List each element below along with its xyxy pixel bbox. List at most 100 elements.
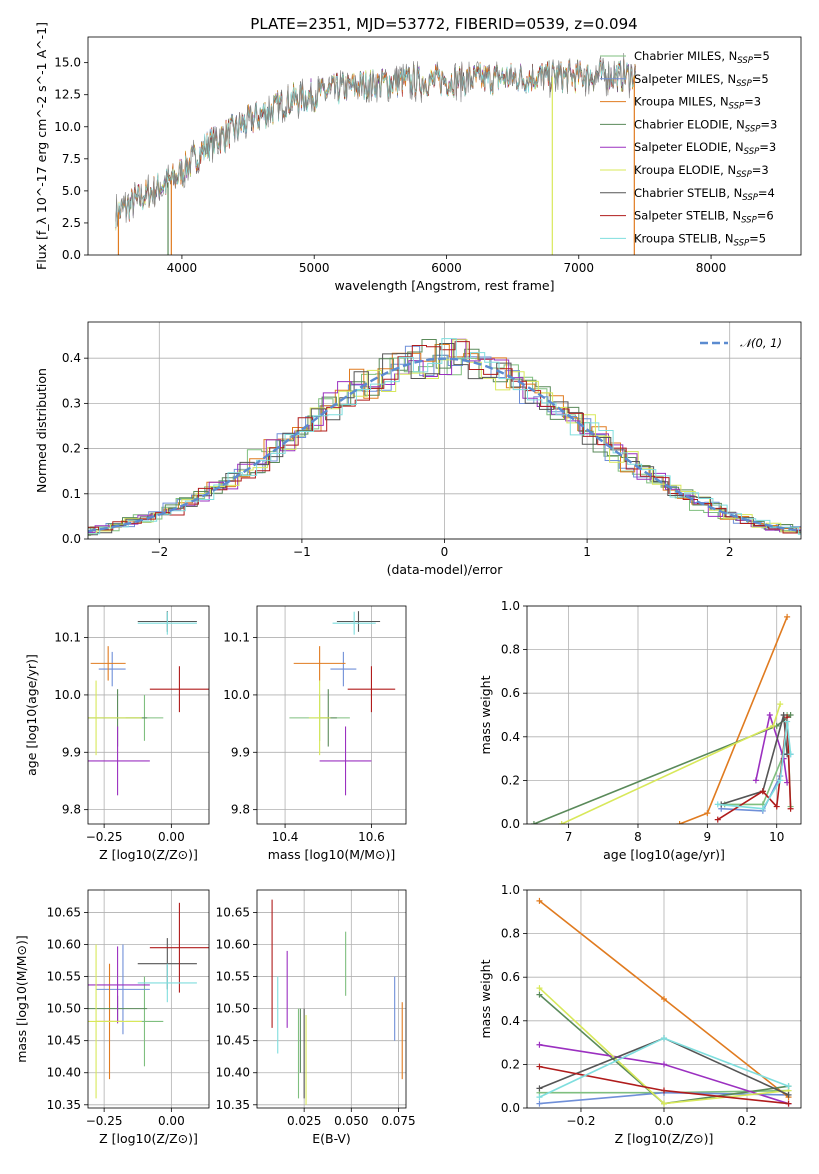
mw-vs-age-marker bbox=[752, 777, 759, 784]
mass-vs-Z-ytick-label: 10.65 bbox=[47, 905, 81, 919]
mw-vs-Z-ytick-label: 0.8 bbox=[501, 927, 520, 941]
spectrum-xlabel: wavelength [Angstrom, rest frame] bbox=[334, 278, 554, 293]
spectrum-xtick-label: 7000 bbox=[563, 261, 594, 275]
mass-vs-Z-series bbox=[88, 902, 209, 1099]
mass-vs-Z-ytick-label: 10.40 bbox=[47, 1066, 81, 1080]
mw-vs-age-line-kroupa-elodie bbox=[561, 703, 781, 824]
age-vs-mass-ytick-label: 10.0 bbox=[223, 688, 250, 702]
mw-vs-age-xtick-label: 7 bbox=[565, 830, 573, 844]
mw-vs-Z-ytick-label: 0.2 bbox=[501, 1057, 520, 1071]
mw-vs-Z-frame bbox=[526, 889, 802, 1109]
mw-vs-Z-marker bbox=[536, 897, 543, 904]
mass-vs-ebv-ytick-label: 10.65 bbox=[216, 905, 250, 919]
mw-vs-Z-marker bbox=[661, 1100, 667, 1107]
spectrum-axes: 4000 5000 6000 7000 8000 0.0 2.5 5.0 7.5 10.0 12.5… bbox=[34, 22, 726, 293]
age-vs-mass-frame bbox=[256, 605, 407, 825]
hist-xtick-label: 2 bbox=[726, 545, 734, 559]
mw-vs-Z-ytick-label: 0.0 bbox=[501, 1101, 520, 1115]
age-vs-Z-xtick-label: 0.00 bbox=[158, 830, 185, 844]
mw-vs-age-marker bbox=[787, 751, 794, 758]
mw-vs-age-marker bbox=[558, 821, 565, 824]
hist-ytick-label: 0.3 bbox=[62, 396, 81, 410]
mw-vs-Z-marker bbox=[536, 1041, 543, 1048]
mw-vs-age-marker bbox=[773, 803, 780, 810]
mw-vs-age-ylabel: mass weight bbox=[478, 675, 493, 754]
mass-vs-Z-xtick-label: 0.00 bbox=[158, 1114, 185, 1128]
mw-vs-age-marker bbox=[714, 816, 721, 823]
spectrum-series bbox=[115, 52, 636, 255]
mw-vs-Z-xtick-label: −0.2 bbox=[566, 1114, 595, 1128]
mw-vs-age-ytick-label: 0.4 bbox=[501, 730, 520, 744]
mw-vs-age-marker bbox=[784, 613, 791, 620]
mw-vs-age-ytick-label: 1.0 bbox=[501, 599, 520, 613]
legend-entry: Kroupa MILES, NSSP=3 bbox=[634, 95, 761, 112]
age-vs-Z-axes: −0.25 0.00 9.8 9.9 10.0 10.1 Z [log10(Z/Z⊙)] ag… bbox=[24, 606, 209, 862]
mw-vs-age-ytick-label: 0.0 bbox=[501, 817, 520, 831]
mw-vs-Z-marker bbox=[536, 1063, 543, 1070]
mw-vs-Z-ytick-label: 1.0 bbox=[501, 883, 520, 897]
age-vs-Z-ylabel: age [log10(age/yr)] bbox=[24, 654, 39, 776]
mw-vs-age-marker bbox=[784, 718, 791, 725]
mass-vs-Z-ytick-label: 10.35 bbox=[47, 1098, 81, 1112]
age-vs-mass-ytick-label: 9.9 bbox=[231, 745, 250, 759]
mass-vs-ebv-ytick-label: 10.50 bbox=[216, 1002, 250, 1016]
mass-vs-ebv-ytick-label: 10.60 bbox=[216, 938, 250, 952]
mw-vs-Z-marker bbox=[536, 1094, 543, 1101]
mass-vs-ebv-ytick-label: 10.40 bbox=[216, 1066, 250, 1080]
hist-xtick-label: −2 bbox=[150, 545, 168, 559]
mw-vs-Z-marker bbox=[536, 985, 543, 992]
mw-vs-Z-marker bbox=[661, 996, 667, 1002]
mw-vs-Z-xlabel: Z [log10(Z/Z⊙)] bbox=[615, 1131, 714, 1146]
mw-vs-Z-marker bbox=[661, 1061, 667, 1068]
hist-xtick-label: 1 bbox=[583, 545, 591, 559]
hist-frame bbox=[87, 321, 802, 540]
hist-series bbox=[88, 338, 801, 536]
hist-xtick-label: −1 bbox=[293, 545, 311, 559]
mw-vs-Z-ylabel: mass weight bbox=[478, 959, 493, 1038]
hist-ytick-label: 0.4 bbox=[62, 351, 81, 365]
spectrum-ytick-label: 10.0 bbox=[54, 120, 81, 134]
age-vs-Z-ytick-label: 9.9 bbox=[62, 745, 81, 759]
mw-vs-age-xtick-label: 8 bbox=[634, 830, 642, 844]
mw-vs-Z-marker bbox=[536, 1100, 543, 1107]
mass-vs-ebv-ytick-label: 10.55 bbox=[216, 970, 250, 984]
spectrum-ytick-label: 15.0 bbox=[54, 56, 81, 70]
mw-vs-Z-marker bbox=[536, 991, 543, 998]
hist-ytick-label: 0.2 bbox=[62, 442, 81, 456]
mass-vs-ebv-xtick-label: 0.050 bbox=[334, 1114, 368, 1128]
hist-legend-label: 𝒩(0, 1) bbox=[740, 336, 782, 350]
mass-vs-Z-ytick-label: 10.55 bbox=[47, 970, 81, 984]
mw-vs-age-marker bbox=[704, 810, 711, 817]
mw-vs-age-marker bbox=[714, 801, 721, 808]
age-vs-Z-ytick-label: 10.0 bbox=[54, 688, 81, 702]
mw-vs-Z-xtick-label: 0.0 bbox=[654, 1114, 673, 1128]
age-vs-mass-axes: 10.4 10.6 9.8 9.9 10.0 10.1 mass [log10(M/M⊙)] bbox=[223, 606, 406, 862]
spectrum-ytick-label: 12.5 bbox=[54, 88, 81, 102]
mass-vs-ebv-ytick-label: 10.45 bbox=[216, 1034, 250, 1048]
hist-ytick-label: 0.0 bbox=[62, 532, 81, 546]
mw-vs-age-axes: 7 8 9 10 0.0 0.2 0.4 0.6 0.8 1.0 age [log10(age/yr… bbox=[478, 599, 801, 862]
mw-vs-age-marker bbox=[759, 788, 766, 795]
mw-vs-Z-ytick-label: 0.4 bbox=[501, 1014, 520, 1028]
mw-vs-age-line-salpeter-elodie bbox=[755, 711, 788, 783]
mw-vs-age-marker bbox=[777, 701, 784, 708]
mw-vs-Z-marker bbox=[661, 1087, 667, 1094]
spectrum-xtick-label: 5000 bbox=[299, 261, 330, 275]
spectrum-ylabel: Flux [f_λ 10^-17 erg cm^-2 s^-1 A^-1] bbox=[34, 22, 49, 270]
legend-entry: Salpeter STELIB, NSSP=6 bbox=[634, 209, 774, 226]
mass-vs-ebv-series bbox=[271, 899, 403, 1105]
hist-ytick-label: 0.1 bbox=[62, 487, 81, 501]
legend-entry: Salpeter MILES, NSSP=5 bbox=[634, 72, 769, 89]
mw-vs-age-xlabel: age [log10(age/yr)] bbox=[603, 847, 725, 862]
spectrum-ytick-label: 7.5 bbox=[62, 152, 81, 166]
spectrum-xtick-label: 8000 bbox=[696, 261, 727, 275]
mw-vs-age-ytick-label: 0.6 bbox=[501, 686, 520, 700]
mass-vs-Z-ylabel: mass [log10(M/M⊙)] bbox=[14, 935, 29, 1063]
mw-vs-Z-axes: −0.2 0.0 0.2 0.0 0.2 0.4 0.6 0.8 1.0 Z [log10(Z/Z… bbox=[478, 883, 801, 1146]
age-vs-mass-xlabel: mass [log10(M/M⊙)] bbox=[268, 847, 396, 862]
mass-vs-ebv-xtick-label: 0.025 bbox=[287, 1114, 321, 1128]
mw-vs-age-marker bbox=[530, 821, 537, 824]
mw-vs-age-series bbox=[530, 613, 794, 824]
mw-vs-Z-marker bbox=[785, 1091, 792, 1098]
